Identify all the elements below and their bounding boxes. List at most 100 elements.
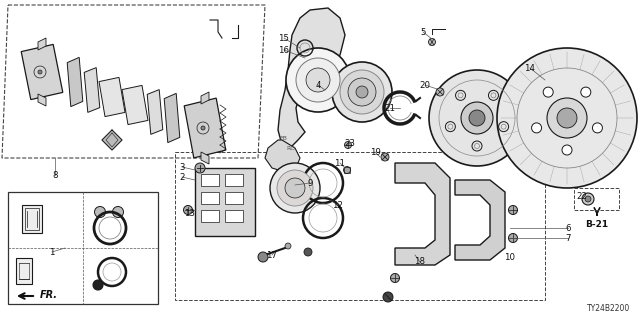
Text: FB: FB [279,135,287,140]
Circle shape [285,243,291,249]
Text: 8: 8 [52,171,58,180]
Text: 20: 20 [419,81,431,90]
Text: 15: 15 [278,34,289,43]
Circle shape [593,123,602,133]
Circle shape [258,252,268,262]
Circle shape [383,292,393,302]
Text: 12: 12 [333,201,344,210]
Circle shape [285,178,305,198]
Circle shape [113,206,124,218]
Polygon shape [184,98,226,158]
Circle shape [582,193,594,205]
Polygon shape [147,90,163,134]
Polygon shape [84,68,100,112]
Circle shape [348,78,376,106]
Text: 23: 23 [344,139,355,148]
Circle shape [286,48,350,112]
Text: 9: 9 [307,179,313,188]
Circle shape [557,108,577,128]
Polygon shape [21,44,63,100]
Text: TY24B2200: TY24B2200 [587,304,630,313]
Circle shape [390,274,399,283]
Polygon shape [265,140,300,172]
Polygon shape [67,57,83,107]
Text: 18: 18 [415,258,426,267]
Text: 6: 6 [565,223,571,233]
Text: 10: 10 [504,253,515,262]
Text: 4: 4 [316,81,321,90]
Circle shape [201,126,205,130]
Circle shape [562,145,572,155]
Polygon shape [201,92,209,104]
Text: 11: 11 [335,158,346,167]
Text: 13: 13 [184,209,195,218]
Bar [574,188,619,210]
Circle shape [585,196,591,202]
Text: RO: RO [286,146,296,150]
Polygon shape [38,38,46,50]
Polygon shape [164,93,180,143]
Polygon shape [395,163,450,265]
Circle shape [469,110,485,126]
Text: 14: 14 [525,63,536,73]
Text: 5: 5 [420,28,426,36]
Text: FR.: FR. [40,290,58,300]
Circle shape [509,234,518,243]
Bar [25,208,39,230]
Polygon shape [201,152,209,164]
Text: 16: 16 [278,45,289,54]
Bar [22,205,42,233]
Circle shape [277,170,313,206]
Circle shape [304,248,312,256]
Circle shape [461,102,493,134]
Bar [201,192,219,204]
Bar [225,210,243,222]
Circle shape [332,62,392,122]
Text: 7: 7 [565,234,571,243]
Text: 1: 1 [49,247,55,257]
Polygon shape [122,85,148,124]
Bar [201,210,219,222]
Text: 21: 21 [385,103,396,113]
Circle shape [356,86,368,98]
Bar [8,192,158,304]
Circle shape [296,58,340,102]
Text: 3: 3 [179,163,185,172]
Polygon shape [455,180,505,260]
Circle shape [436,88,444,96]
Bar [175,152,545,300]
Circle shape [429,38,435,45]
Circle shape [344,141,351,148]
Circle shape [381,153,389,161]
Circle shape [581,87,591,97]
Circle shape [306,68,330,92]
Circle shape [95,206,106,218]
Circle shape [195,163,205,173]
Circle shape [543,87,553,97]
Bar [225,192,243,204]
Bar [225,174,243,186]
Circle shape [547,98,587,138]
Text: 22: 22 [577,191,588,201]
Text: B-21: B-21 [586,220,609,228]
Text: 17: 17 [266,251,278,260]
Bar [195,168,255,236]
Bar [201,174,219,186]
Text: 2: 2 [179,172,185,181]
Polygon shape [99,77,125,116]
Polygon shape [38,94,46,106]
Circle shape [509,205,518,214]
Circle shape [429,70,525,166]
Circle shape [340,70,384,114]
Circle shape [93,280,103,290]
Text: 19: 19 [369,148,380,156]
Circle shape [184,205,193,214]
Circle shape [38,70,42,74]
Polygon shape [102,130,122,150]
Circle shape [497,48,637,188]
Bar [16,258,32,284]
Circle shape [532,123,541,133]
Circle shape [270,163,320,213]
Circle shape [344,166,351,173]
Polygon shape [278,8,345,148]
